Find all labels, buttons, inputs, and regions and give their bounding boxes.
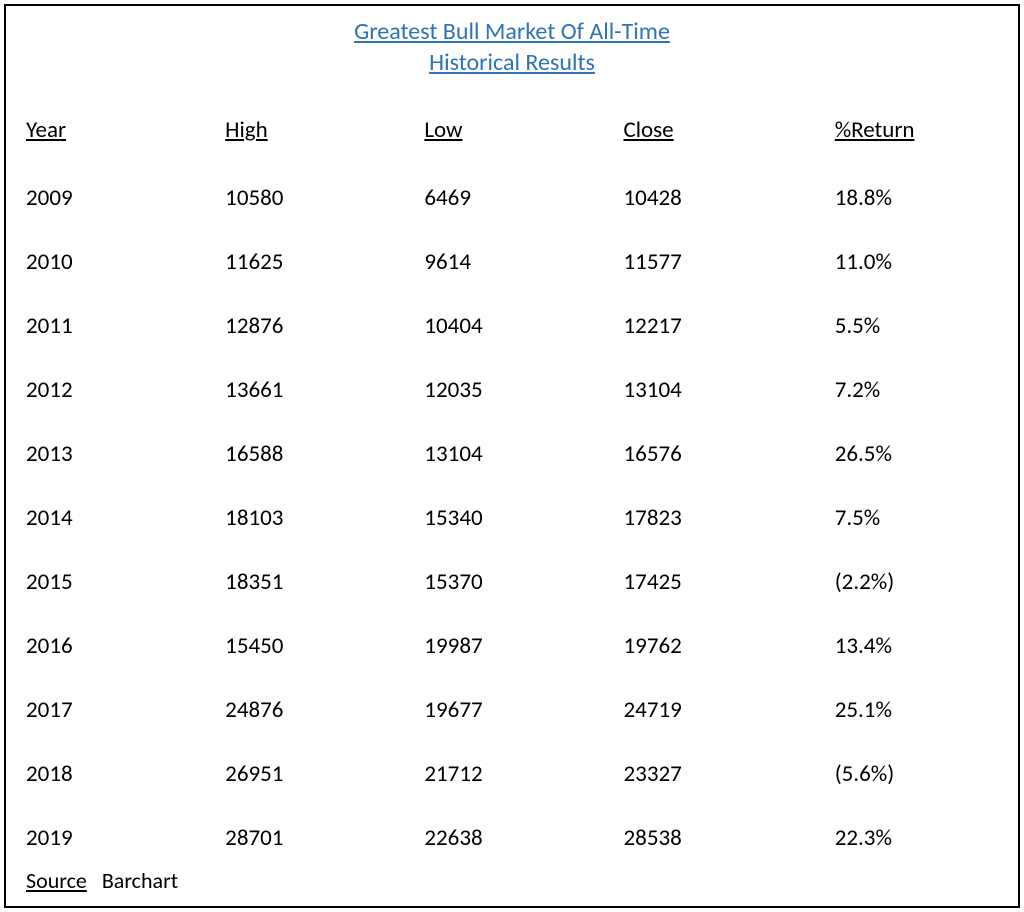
col-header-high: High [225, 116, 424, 144]
cell-return: 11.0% [823, 248, 998, 276]
cell-high: 13661 [225, 376, 424, 404]
source-value: Barchart [102, 867, 178, 894]
cell-high: 15450 [225, 632, 424, 660]
cell-year: 2011 [26, 312, 225, 340]
cell-close: 24719 [624, 696, 823, 724]
table-header-row: Year High Low Close %Return [26, 116, 998, 144]
col-header-low: Low [424, 116, 623, 144]
cell-low: 21712 [424, 760, 623, 788]
cell-high: 18351 [225, 568, 424, 596]
cell-close: 28538 [624, 824, 823, 852]
cell-return: 5.5% [823, 312, 998, 340]
cell-high: 16588 [225, 440, 424, 468]
cell-high: 28701 [225, 824, 424, 852]
table-row: 2015183511537017425(2.2%) [26, 568, 998, 596]
cell-high: 18103 [225, 504, 424, 532]
table-row: 20121366112035131047.2% [26, 376, 998, 404]
cell-low: 19677 [424, 696, 623, 724]
table-row: 201316588131041657626.5% [26, 440, 998, 468]
cell-low: 9614 [424, 248, 623, 276]
title-line-2: Historical Results [26, 47, 998, 78]
cell-close: 23327 [624, 760, 823, 788]
cell-low: 19987 [424, 632, 623, 660]
cell-close: 16576 [624, 440, 823, 468]
cell-close: 17823 [624, 504, 823, 532]
cell-return: 7.5% [823, 504, 998, 532]
cell-low: 6469 [424, 184, 623, 212]
title-line-1: Greatest Bull Market Of All-Time [26, 16, 998, 47]
table-row: 20091058064691042818.8% [26, 184, 998, 212]
col-header-return: %Return [823, 116, 998, 144]
cell-year: 2016 [26, 632, 225, 660]
cell-year: 2014 [26, 504, 225, 532]
cell-high: 24876 [225, 696, 424, 724]
table-row: 20101162596141157711.0% [26, 248, 998, 276]
table-row: 201615450199871976213.4% [26, 632, 998, 660]
cell-year: 2013 [26, 440, 225, 468]
cell-close: 11577 [624, 248, 823, 276]
cell-high: 11625 [225, 248, 424, 276]
cell-high: 10580 [225, 184, 424, 212]
cell-close: 13104 [624, 376, 823, 404]
cell-low: 15370 [424, 568, 623, 596]
cell-low: 15340 [424, 504, 623, 532]
cell-low: 12035 [424, 376, 623, 404]
cell-year: 2017 [26, 696, 225, 724]
cell-return: 25.1% [823, 696, 998, 724]
table-row: 2018269512171223327(5.6%) [26, 760, 998, 788]
cell-high: 12876 [225, 312, 424, 340]
table-row: 201724876196772471925.1% [26, 696, 998, 724]
cell-return: 26.5% [823, 440, 998, 468]
table-row: 20141810315340178237.5% [26, 504, 998, 532]
cell-close: 17425 [624, 568, 823, 596]
cell-return: 18.8% [823, 184, 998, 212]
cell-low: 22638 [424, 824, 623, 852]
cell-return: 13.4% [823, 632, 998, 660]
cell-year: 2015 [26, 568, 225, 596]
cell-low: 10404 [424, 312, 623, 340]
cell-year: 2019 [26, 824, 225, 852]
table-row: 201928701226382853822.3% [26, 824, 998, 852]
cell-year: 2012 [26, 376, 225, 404]
table-container: Greatest Bull Market Of All-Time Histori… [4, 4, 1020, 908]
cell-year: 2010 [26, 248, 225, 276]
cell-close: 12217 [624, 312, 823, 340]
source-spacer [92, 867, 102, 894]
source-line: Source Barchart [26, 867, 178, 894]
cell-return: (2.2%) [823, 568, 998, 596]
table-row: 20111287610404122175.5% [26, 312, 998, 340]
cell-close: 10428 [624, 184, 823, 212]
col-header-year: Year [26, 116, 225, 144]
col-header-close: Close [624, 116, 823, 144]
cell-year: 2018 [26, 760, 225, 788]
cell-year: 2009 [26, 184, 225, 212]
source-label: Source [26, 867, 87, 894]
title-block: Greatest Bull Market Of All-Time Histori… [26, 16, 998, 78]
cell-high: 26951 [225, 760, 424, 788]
cell-low: 13104 [424, 440, 623, 468]
cell-return: (5.6%) [823, 760, 998, 788]
cell-return: 7.2% [823, 376, 998, 404]
cell-close: 19762 [624, 632, 823, 660]
data-table: Year High Low Close %Return 200910580646… [26, 116, 998, 852]
cell-return: 22.3% [823, 824, 998, 852]
